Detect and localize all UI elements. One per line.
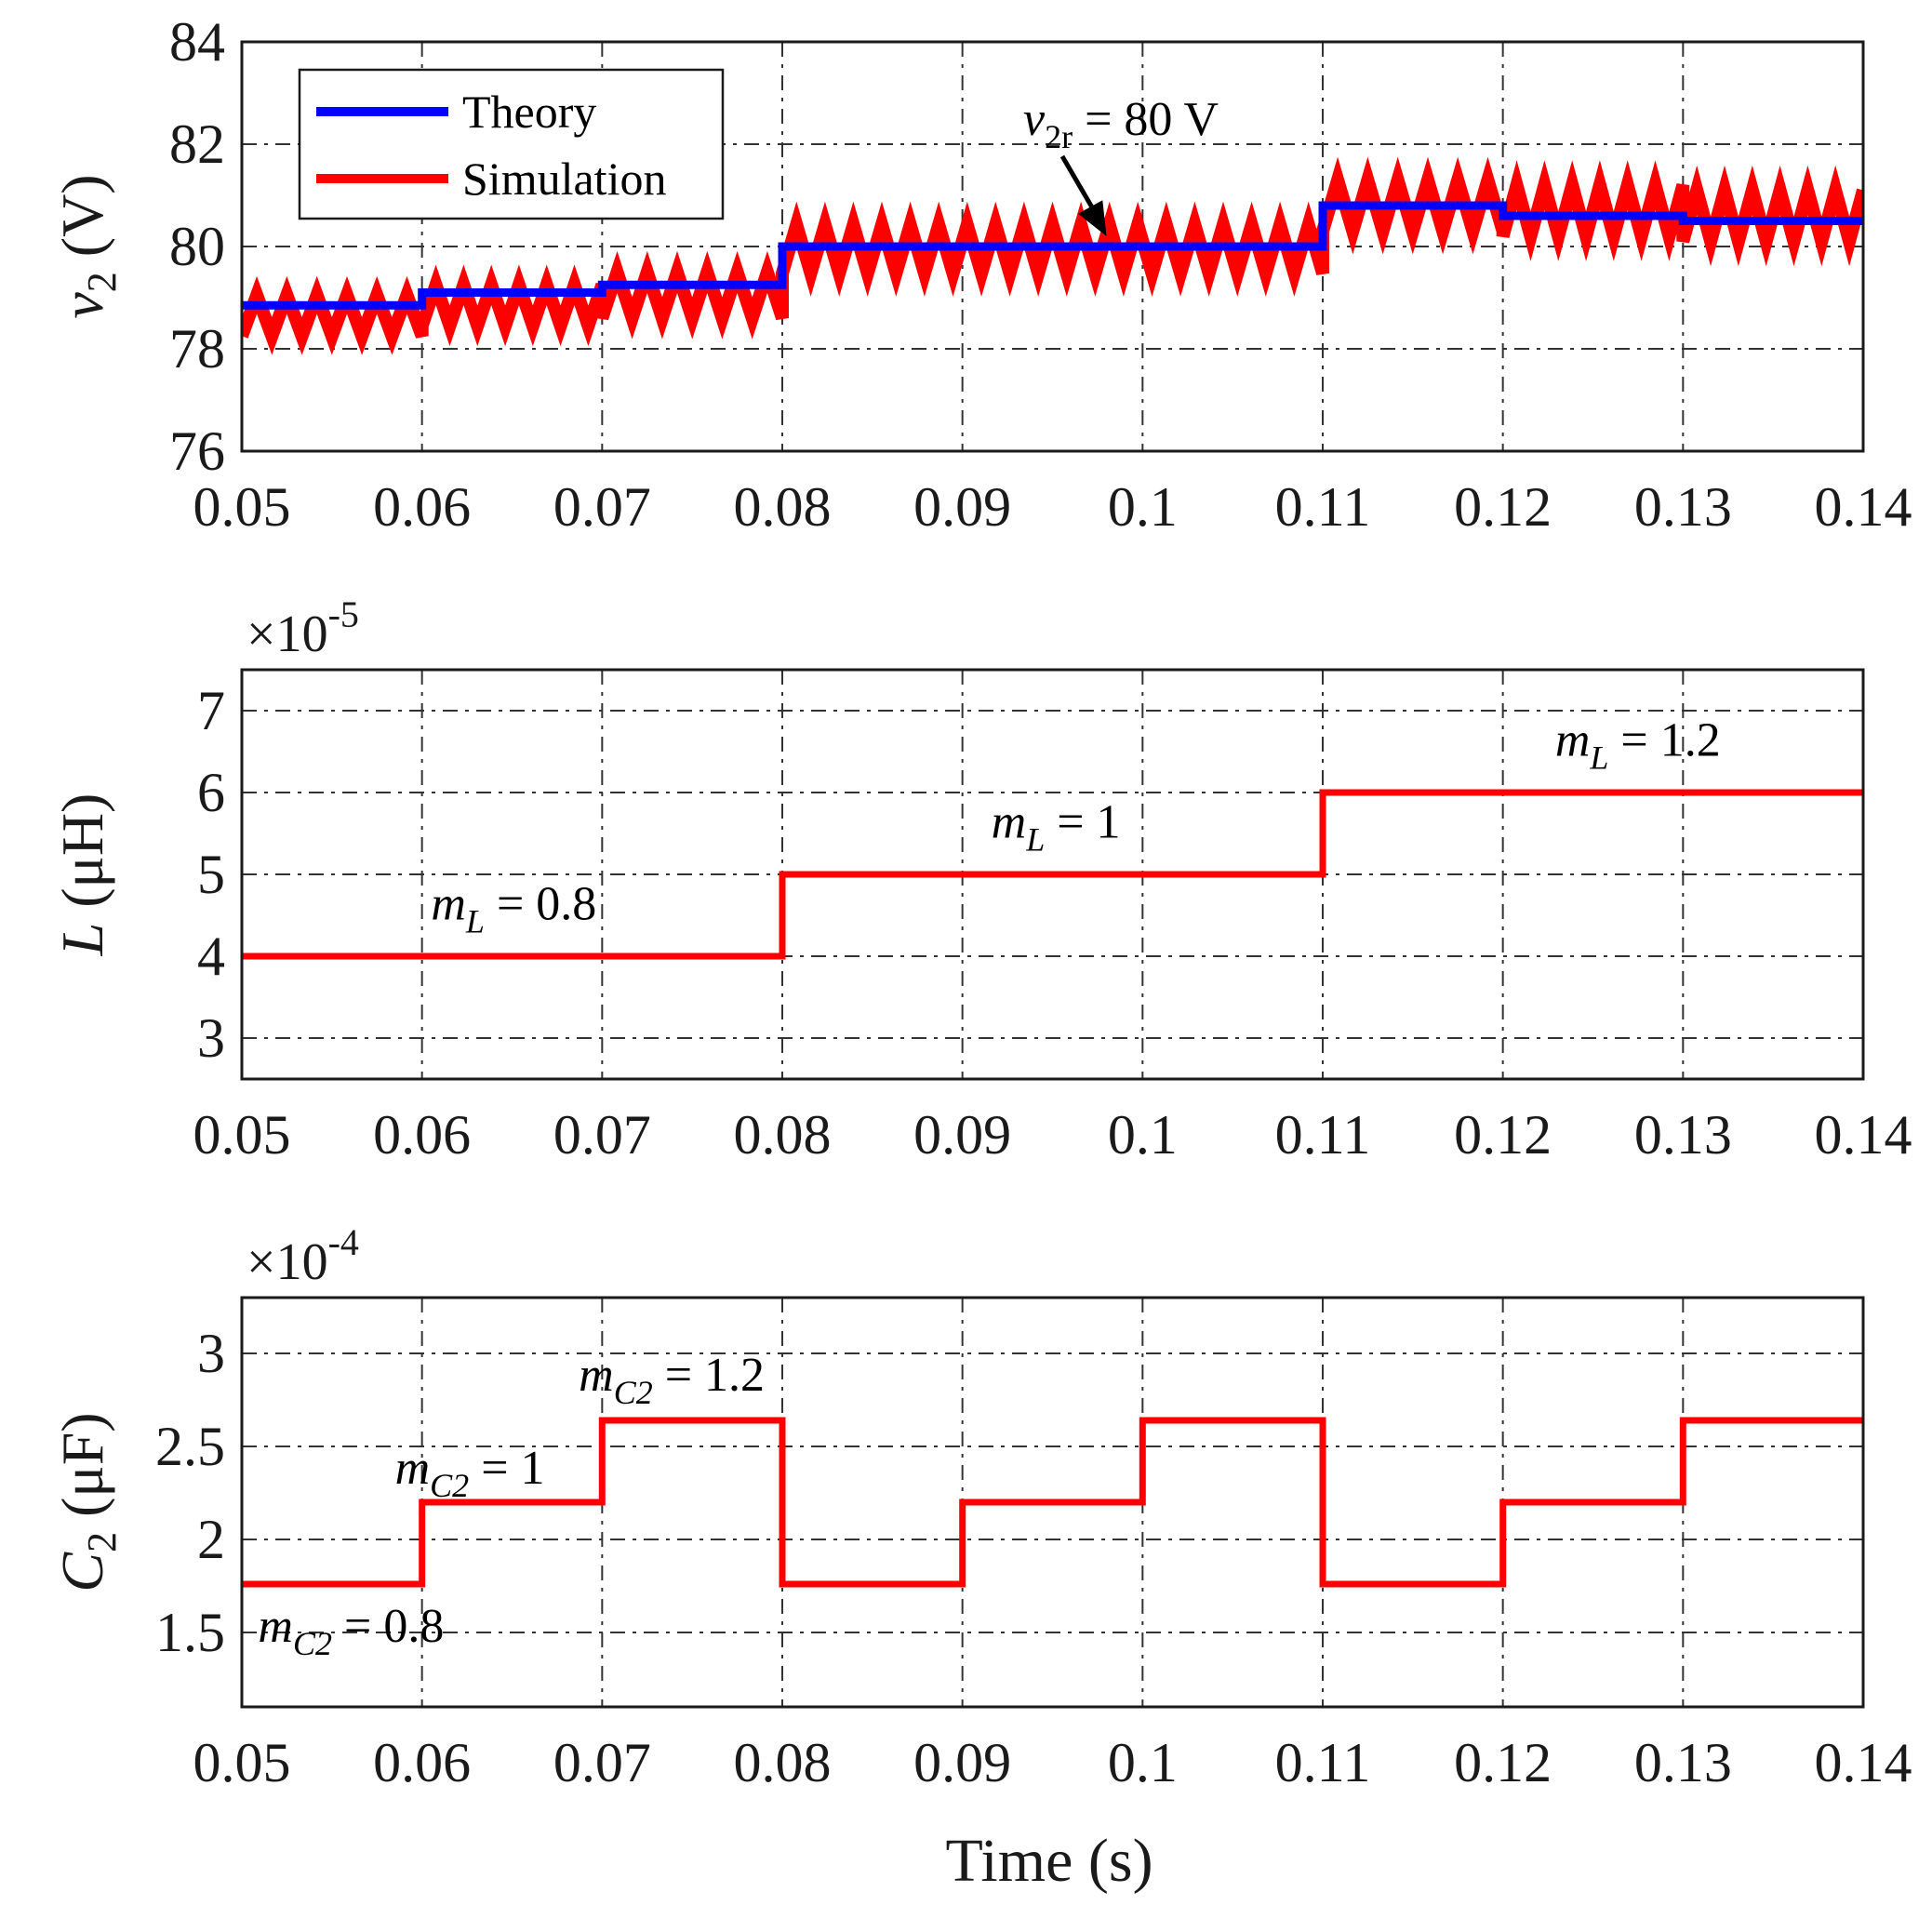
legend-label-theory: Theory — [462, 86, 596, 138]
series-theory — [242, 201, 1863, 310]
x-tick-label: 0.05 — [193, 1732, 291, 1793]
x-tick-label: 0.08 — [734, 1104, 832, 1166]
x-tick-label: 0.09 — [913, 1104, 1011, 1166]
x-tick-label: 0.06 — [373, 1732, 471, 1793]
x-axis-label: Time (s) — [945, 1827, 1153, 1895]
legend-label-simulation: Simulation — [462, 153, 666, 205]
series-annotation: mC2 = 1 — [395, 1442, 545, 1504]
series-annotation: mC2 = 0.8 — [258, 1600, 444, 1662]
x-tick-label: 0.07 — [553, 1732, 651, 1793]
y-tick-label: 6 — [197, 762, 225, 823]
axis-multiplier: ×10-4 — [246, 1221, 359, 1291]
series-annotation: mL = 1.2 — [1555, 713, 1721, 776]
axes-frame — [240, 668, 1865, 1081]
y-tick-label: 84 — [169, 11, 225, 73]
y-tick-label: 1.5 — [155, 1602, 225, 1663]
x-tick-label: 0.09 — [913, 1732, 1011, 1793]
x-tick-label: 0.06 — [373, 1104, 471, 1166]
legend: Theory Simulation — [298, 68, 725, 220]
series-annotation: mC2 = 1.2 — [579, 1349, 765, 1411]
annotation-reference: v2r = 80 V — [1023, 93, 1219, 155]
y-tick-label: 5 — [197, 844, 225, 905]
y-tick-label: 76 — [169, 420, 225, 482]
y-tick-label: 7 — [197, 680, 225, 741]
x-tick-label: 0.12 — [1454, 1732, 1552, 1793]
x-tick-label: 0.13 — [1634, 1104, 1732, 1166]
y-axis-label-text: C2 (μF) — [49, 1412, 125, 1592]
axis-multiplier: ×10-5 — [246, 593, 359, 663]
x-tick-label: 0.08 — [734, 1732, 832, 1793]
y-tick-label: 82 — [169, 113, 225, 175]
y-axis-label: C2 (μF) — [49, 1412, 125, 1592]
y-tick-label: 3 — [197, 1323, 225, 1384]
y-tick-label: 78 — [169, 318, 225, 380]
y-axis-label-text: L (μH) — [49, 793, 115, 957]
series-annotation: mL = 0.8 — [431, 877, 596, 939]
panel-C2: 0.05 0.06 0.07 0.08 0.09 0.1 0.11 0.12 0.13 0.14 1… — [49, 1221, 1912, 1793]
y-axis-label: v2 (V) — [49, 174, 125, 318]
axes-frame — [240, 1296, 1865, 1709]
x-tick-label: 0.1 — [1108, 1732, 1178, 1793]
x-tick-label: 0.1 — [1108, 1104, 1178, 1166]
x-tick-label: 0.11 — [1275, 1104, 1371, 1166]
x-tick-label: 0.14 — [1815, 476, 1912, 538]
y-axis-label-text: v2 (V) — [49, 174, 125, 318]
x-tick-label: 0.13 — [1634, 1732, 1732, 1793]
series-annotation: mL = 1 — [992, 795, 1121, 858]
x-tick-label: 0.13 — [1634, 476, 1732, 538]
y-axis-label: L (μH) — [49, 793, 115, 957]
x-tick-label: 0.05 — [193, 476, 291, 538]
y-tick-label: 2 — [197, 1509, 225, 1570]
y-tick-label: 80 — [169, 216, 225, 277]
y-tick-label: 3 — [197, 1007, 225, 1069]
panel-v2: 0.05 0.06 0.07 0.08 0.09 0.1 0.11 0.12 0.13 0.14 7… — [49, 11, 1912, 538]
x-tick-label: 0.11 — [1275, 1732, 1371, 1793]
x-tick-label: 0.12 — [1454, 476, 1552, 538]
x-tick-label: 0.12 — [1454, 1104, 1552, 1166]
panel-L: 0.05 0.06 0.07 0.08 0.09 0.1 0.11 0.12 0.13 0.14 3… — [49, 593, 1912, 1166]
x-tick-label: 0.14 — [1815, 1732, 1912, 1793]
x-tick-label: 0.1 — [1108, 476, 1178, 538]
y-tick-label: 2.5 — [155, 1416, 225, 1477]
x-tick-label: 0.09 — [913, 476, 1011, 538]
series-c2 — [242, 1417, 1863, 1588]
x-tick-label: 0.05 — [193, 1104, 291, 1166]
x-tick-label: 0.07 — [553, 476, 651, 538]
series-l — [242, 789, 1863, 960]
x-tick-label: 0.08 — [734, 476, 832, 538]
annotation-arrowhead — [1078, 200, 1107, 236]
x-tick-label: 0.11 — [1275, 476, 1371, 538]
x-tick-label: 0.06 — [373, 476, 471, 538]
y-tick-label: 4 — [197, 926, 225, 987]
axes-frame — [240, 40, 1865, 453]
x-tick-label: 0.14 — [1815, 1104, 1912, 1166]
x-tick-label: 0.07 — [553, 1104, 651, 1166]
